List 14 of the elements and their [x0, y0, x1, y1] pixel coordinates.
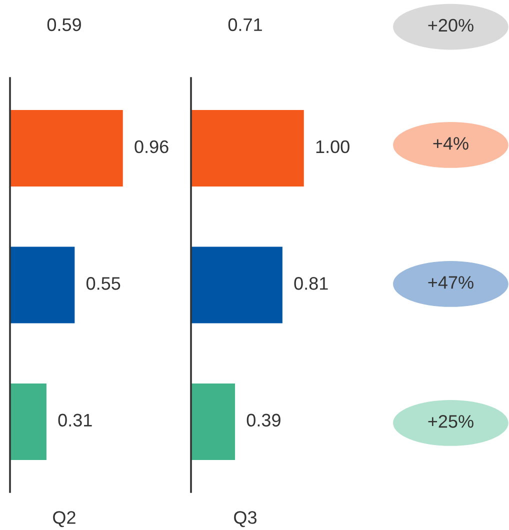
text: +25%	[428, 415, 474, 428]
text: +4%	[433, 137, 468, 150]
x-axis-title: Q2	[53, 511, 76, 528]
data-label: 0.55	[86, 277, 120, 290]
data-label: 0.96	[134, 140, 168, 154]
data-label: 1.00	[316, 140, 350, 154]
data-label: 0.31	[58, 414, 92, 427]
text: +20%	[428, 18, 474, 32]
text: 0.59	[47, 18, 81, 32]
text: +47%	[428, 276, 474, 289]
text: 0.71	[228, 18, 262, 32]
data-label: 0.39	[246, 414, 280, 427]
x-axis-title: Q3	[234, 511, 256, 528]
data-label: 0.81	[294, 277, 328, 290]
